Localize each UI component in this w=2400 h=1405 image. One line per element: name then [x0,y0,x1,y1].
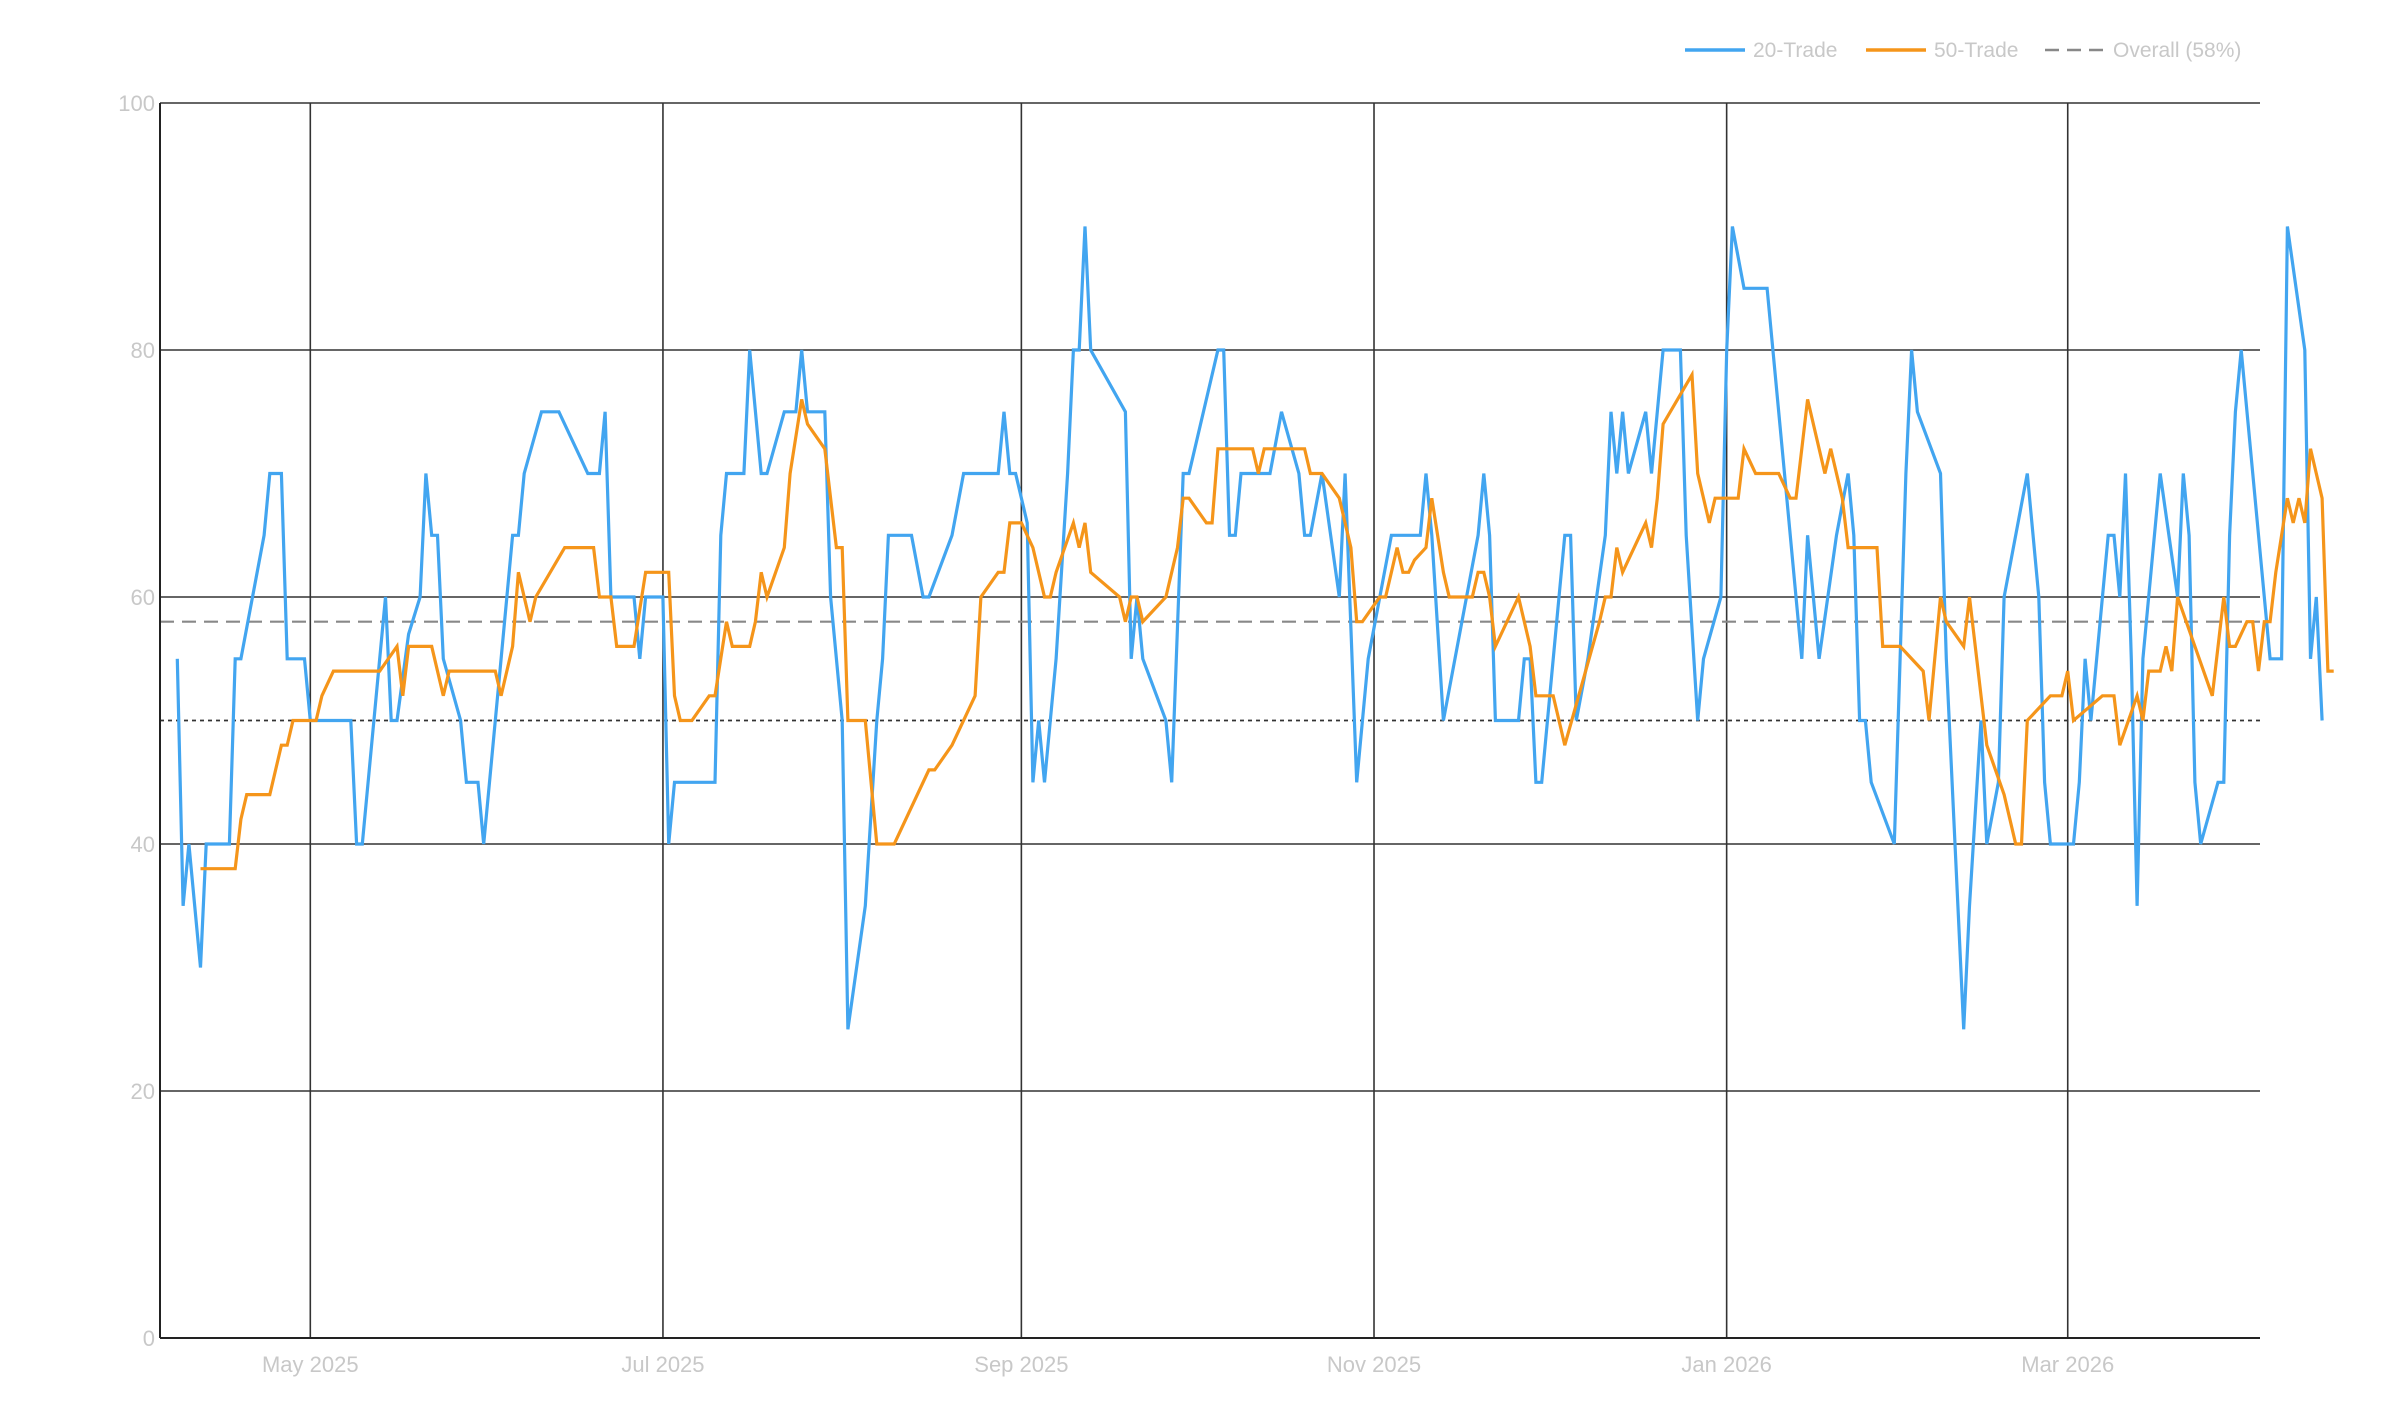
x-tick-label: May 2025 [262,1352,359,1377]
y-tick-label: 40 [131,832,155,857]
legend: 20-Trade 50-Trade Overall (58%) [1685,39,2241,62]
x-tick-label: Mar 2026 [2021,1352,2114,1377]
series-line-50-trade [200,369,2334,871]
y-tick-label: 60 [131,585,155,610]
series-layer [175,226,2334,1030]
tick-labels: 0 20 40 60 80 100 May 2025 Jul 2025 Sep 2025 Nov … [118,91,2114,1377]
x-tick-label: Jul 2025 [621,1352,704,1377]
y-tick-label: 20 [131,1079,155,1104]
reference-lines [160,620,2260,722]
x-tick-label: Jan 2026 [1681,1352,1772,1377]
y-tick-label: 100 [118,91,155,116]
legend-label: 20-Trade [1753,39,1837,62]
x-tick-label: Sep 2025 [974,1352,1068,1377]
legend-label: 50-Trade [1934,39,2018,62]
series-line-20-trade [175,226,2324,1030]
axes [159,103,2260,1339]
legend-label: Overall (58%) [2113,39,2241,62]
y-tick-label: 0 [143,1326,155,1351]
y-tick-label: 80 [131,338,155,363]
x-tick-label: Nov 2025 [1327,1352,1421,1377]
